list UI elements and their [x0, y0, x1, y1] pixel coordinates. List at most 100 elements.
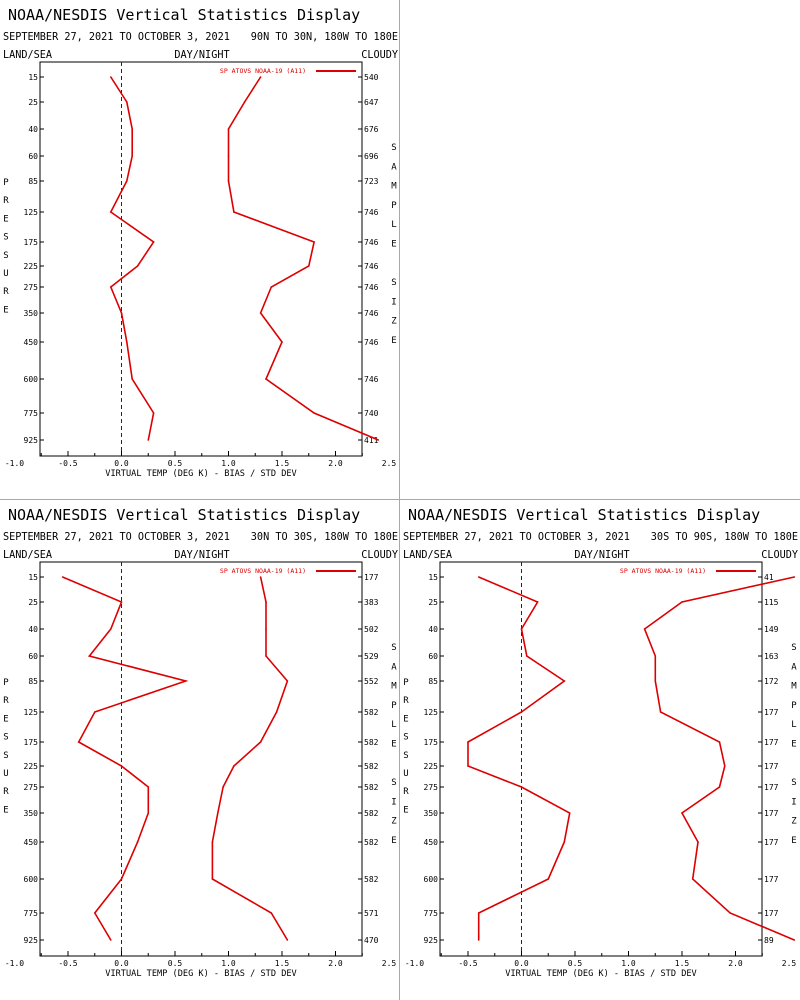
bias-point	[110, 628, 112, 630]
sample-axis-letter: E	[391, 336, 396, 346]
pressure-tick-label: 450	[424, 838, 439, 847]
pressure-tick-label: 40	[28, 625, 38, 634]
bias-point	[526, 655, 528, 657]
day-night-label: DAY/NIGHT	[174, 50, 229, 61]
bias-line	[62, 576, 189, 941]
x-tick-label: 1.0	[621, 959, 636, 968]
pressure-tick-label: 225	[24, 262, 39, 271]
cloudy-label: CLOUDY	[361, 50, 398, 61]
sample-size-label: 177	[764, 875, 779, 884]
pressure-axis-letter: R	[403, 787, 409, 797]
pressure-axis-letter: E	[3, 214, 8, 224]
sample-size-label: 115	[764, 598, 779, 607]
sample-axis-letter: M	[391, 682, 397, 692]
pressure-tick-label: 775	[424, 909, 439, 918]
sample-axis-letter: I	[791, 797, 796, 807]
bias-point	[520, 628, 523, 630]
pressure-tick-label: 175	[424, 738, 439, 747]
x-axis-title: VIRTUAL TEMP (DEG K) - BIAS / STD DEV	[105, 969, 296, 979]
pressure-tick-label: 85	[428, 677, 438, 686]
std-dev-point	[724, 765, 726, 767]
sample-size-label: 582	[364, 738, 379, 747]
cloudy-label: CLOUDY	[361, 550, 398, 561]
pressure-tick-label: 25	[28, 598, 38, 607]
std-dev-point	[217, 812, 219, 814]
pressure-tick-label: 125	[24, 708, 39, 717]
sample-axis-letter: I	[391, 297, 396, 307]
std-dev-point	[270, 912, 273, 914]
std-dev-point	[718, 741, 721, 743]
panel-southern-hemisphere: NOAA/NESDIS Vertical Statistics Display S…	[403, 506, 798, 979]
sample-axis-letter: Z	[391, 317, 397, 327]
bias-point	[477, 576, 480, 578]
sample-size-label: 177	[364, 573, 379, 582]
sample-axis-letter: M	[391, 182, 397, 192]
pressure-axis-letter: P	[403, 678, 409, 688]
std-dev-point	[259, 76, 262, 78]
pressure-axis-letter: R	[3, 696, 9, 706]
pressure-axis-letter: S	[3, 733, 8, 743]
sample-size-label: 177	[764, 783, 779, 792]
sample-size-label: 696	[364, 152, 379, 161]
pressure-axis-letter: S	[403, 751, 408, 761]
pressure-axis-letter: U	[403, 769, 408, 779]
sample-size-label: 582	[364, 838, 379, 847]
sample-axis-letter: S	[791, 778, 796, 788]
sample-size-label: 177	[764, 909, 779, 918]
sample-size-label: 540	[364, 73, 379, 82]
pressure-tick-label: 225	[424, 762, 439, 771]
sample-size-label: 411	[364, 436, 379, 445]
sample-axis-letter: S	[791, 643, 796, 653]
sample-size-label: 470	[364, 936, 379, 945]
sample-axis-letter: A	[791, 662, 797, 672]
pressure-tick-label: 25	[28, 98, 38, 107]
bias-point	[563, 680, 566, 682]
sample-size-label: 746	[364, 375, 379, 384]
sample-axis-letter: L	[791, 720, 796, 730]
date-range: SEPTEMBER 27, 2021 TO OCTOBER 3, 2021	[3, 32, 230, 43]
pressure-tick-label: 600	[24, 375, 39, 384]
panel-title: NOAA/NESDIS Vertical Statistics Display	[8, 6, 360, 24]
sample-size-label: 582	[364, 762, 379, 771]
pressure-tick-label: 350	[424, 809, 439, 818]
bias-point	[152, 412, 155, 414]
sample-size-label: 746	[364, 283, 379, 292]
sample-size-label: 149	[764, 625, 779, 634]
pressure-tick-label: 175	[24, 238, 39, 247]
std-dev-point	[654, 680, 657, 682]
std-dev-point	[793, 939, 796, 941]
sample-size-label: 502	[364, 625, 379, 634]
pressure-axis-letter: R	[3, 196, 9, 206]
x-axis-title: VIRTUAL TEMP (DEG K) - BIAS / STD DEV	[505, 969, 696, 979]
region-label: 30S TO 90S, 180W TO 180E	[651, 532, 798, 543]
bias-point	[110, 76, 112, 78]
bias-point	[147, 786, 150, 788]
bias-point	[147, 439, 150, 441]
sample-size-label: 746	[364, 262, 379, 271]
bias-point	[93, 912, 96, 914]
pressure-tick-label: 350	[24, 809, 39, 818]
pressure-axis-letter: S	[3, 751, 8, 761]
pressure-tick-label: 600	[424, 875, 439, 884]
pressure-tick-label: 775	[24, 909, 39, 918]
sample-size-label: 647	[364, 98, 379, 107]
std-dev-line	[227, 76, 379, 441]
std-dev-point	[377, 439, 380, 441]
sample-size-label: 177	[764, 809, 779, 818]
std-dev-point	[227, 128, 230, 130]
pressure-axis-letter: E	[3, 305, 8, 315]
std-dev-point	[243, 101, 246, 103]
x-tick-label: 1.5	[275, 959, 290, 968]
plot-frame	[39, 61, 363, 457]
sample-axis-letter: E	[791, 836, 796, 846]
std-dev-point	[233, 765, 235, 767]
day-night-label: DAY/NIGHT	[174, 550, 229, 561]
pressure-axis-letter: S	[3, 233, 8, 243]
x-tick-label: 1.5	[275, 459, 290, 468]
vertical-divider-top	[399, 0, 400, 500]
std-dev-point	[275, 711, 278, 713]
pressure-axis-letter: S	[403, 733, 408, 743]
std-dev-point	[265, 601, 267, 603]
pressure-tick-label: 60	[28, 152, 38, 161]
